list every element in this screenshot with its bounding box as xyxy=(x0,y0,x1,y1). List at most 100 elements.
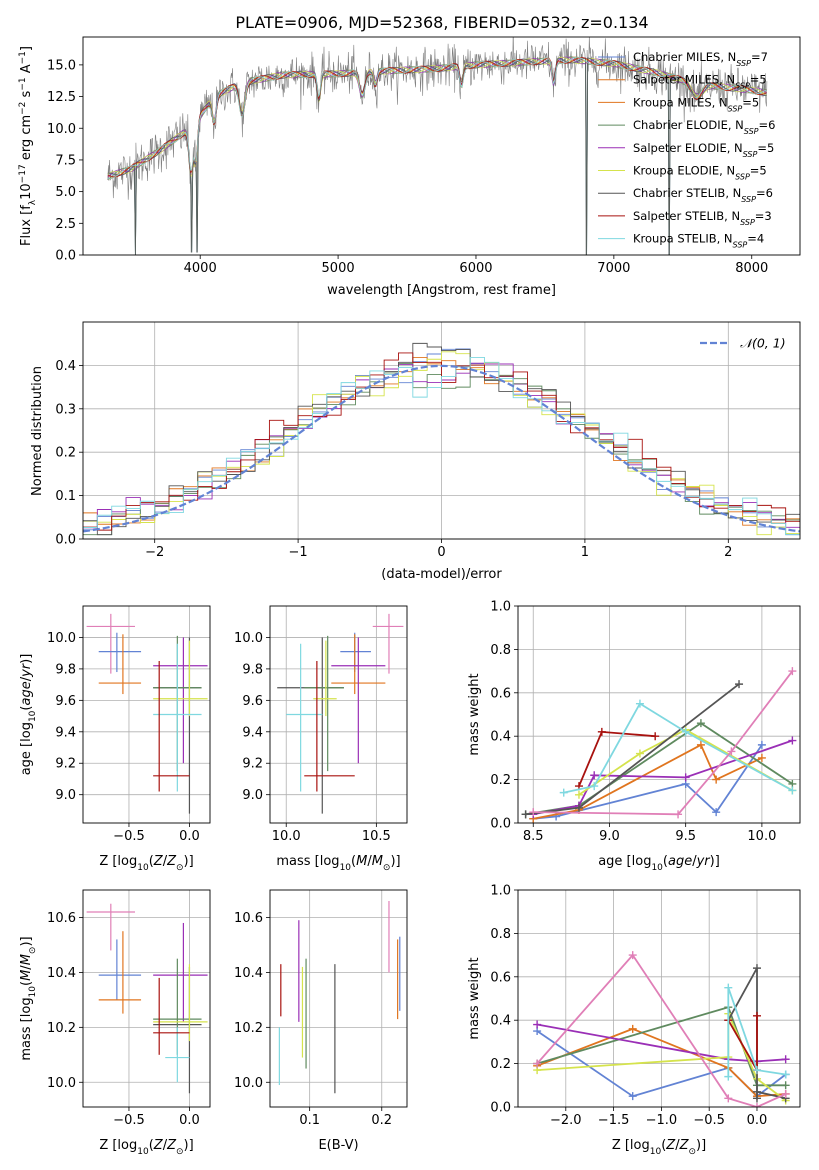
plot-area xyxy=(277,613,404,814)
weight-marker xyxy=(590,782,599,791)
model-line xyxy=(107,56,767,179)
weight-marker xyxy=(590,771,599,780)
plot-area xyxy=(533,951,790,1107)
y-tick-label: 9.8 xyxy=(55,662,76,677)
x-tick-label: 9.5 xyxy=(675,829,696,844)
y-tick-label: 10.0 xyxy=(47,1076,76,1091)
weight-line xyxy=(533,739,793,816)
x-axis-label: Z [log10(Z/Z⊙)] xyxy=(612,1138,706,1157)
y-axis-label: Flux [fλ10−17 erg cm−2 s−1 A−1] xyxy=(18,46,38,246)
y-tick-label: 0.8 xyxy=(490,643,511,658)
error-bar-point xyxy=(153,922,208,1022)
y-axis-label: mass weight xyxy=(467,957,482,1039)
weight-line xyxy=(578,728,793,796)
weight-marker xyxy=(752,1087,761,1096)
y-tick-label: 9.2 xyxy=(242,757,263,772)
y-tick-label: 0.0 xyxy=(490,817,511,832)
x-axis-label: Z [log10(Z/Z⊙)] xyxy=(99,1138,193,1157)
axes-frame xyxy=(269,889,408,1108)
legend-entry: Kroupa STELIB, NSSP=4 xyxy=(633,232,764,250)
weight-marker xyxy=(781,1055,790,1064)
weight-marker xyxy=(752,1103,761,1107)
axes-frame xyxy=(82,321,801,540)
weight-marker xyxy=(712,775,721,784)
legend-entry: Kroupa MILES, NSSP=5 xyxy=(633,95,759,113)
y-tick-label: 9.4 xyxy=(242,725,263,740)
error-bar-point xyxy=(153,661,190,792)
weight-marker xyxy=(788,786,797,795)
x-tick-label: 8000 xyxy=(735,261,768,276)
weight-line xyxy=(525,683,740,816)
weight-marker xyxy=(681,727,690,736)
y-tick-label: 10.0 xyxy=(47,631,76,646)
legend-entry: Kroupa ELODIE, NSSP=5 xyxy=(633,164,767,182)
x-tick-label: 0.2 xyxy=(371,1113,392,1128)
y-tick-label: 0.4 xyxy=(55,359,76,374)
y-tick-label: 0.4 xyxy=(490,1014,511,1029)
y-axis-label: mass [log10(M/M⊙)] xyxy=(19,936,38,1060)
plot-area xyxy=(107,37,768,255)
axes-age_vs_mass: 10.0 10.5 9.0 9.2 9.4 9.6 9.8 10.0 mass [log10(M… xyxy=(234,605,408,873)
weight-line xyxy=(533,670,794,816)
y-tick-label: 0.3 xyxy=(55,402,76,417)
x-tick-label: 0.0 xyxy=(179,829,200,844)
model-line xyxy=(107,57,767,178)
y-tick-label: 9.0 xyxy=(55,788,76,803)
normal-curve xyxy=(83,364,800,533)
error-bar-point xyxy=(98,634,142,695)
x-tick-label: 10.0 xyxy=(747,829,776,844)
axes-frame xyxy=(82,605,211,824)
plot-area xyxy=(83,342,800,536)
y-tick-label: 10.4 xyxy=(47,966,76,981)
x-tick-label: −1 xyxy=(289,545,308,560)
error-bar-point xyxy=(372,613,404,674)
x-tick-label: 0.0 xyxy=(747,1113,768,1128)
weight-marker xyxy=(788,667,797,676)
y-tick-label: 0.6 xyxy=(490,686,511,701)
legend-entry: Chabrier ELODIE, NSSP=6 xyxy=(633,118,775,136)
x-tick-label: 0.0 xyxy=(179,1113,200,1128)
axes-frame xyxy=(82,36,801,256)
error-bar-point xyxy=(153,977,190,1055)
axes-frame xyxy=(269,605,408,824)
figure-title: PLATE=0906, MJD=52368, FIBERID=0532, z=0… xyxy=(235,13,648,32)
axes-residuals: −2 −1 0 1 2 0.0 0.1 0.2 0.3 0.4 𝒩(0, 1) (data-model… xyxy=(30,321,801,582)
x-tick-label: 4000 xyxy=(184,261,217,276)
axes-age_vs_Z: −0.5 0.0 9.0 9.2 9.4 9.6 9.8 10.0 Z [log10(Z/Z⊙)… xyxy=(19,605,211,873)
y-tick-label: 10.2 xyxy=(47,1021,76,1036)
x-tick-label: 2 xyxy=(724,545,732,560)
weight-marker xyxy=(752,1066,761,1075)
axes-mass_vs_Z: −0.5 0.0 10.0 10.2 10.4 10.6 Z [log10(Z/Z⊙)] ma… xyxy=(19,889,211,1157)
error-bar-point xyxy=(153,640,208,717)
error-bar-point xyxy=(286,643,323,792)
error-bar-point xyxy=(98,931,142,1014)
legend-entry: Salpeter MILES, NSSP=5 xyxy=(633,73,767,91)
weight-marker xyxy=(681,773,690,782)
residual-legend: 𝒩(0, 1) xyxy=(700,336,786,351)
weight-marker xyxy=(788,736,797,745)
y-tick-label: 0.0 xyxy=(490,1101,511,1116)
weight-marker xyxy=(651,732,660,741)
weight-marker xyxy=(757,753,766,762)
x-tick-label: 9.0 xyxy=(599,829,620,844)
error-bar-point xyxy=(153,964,208,1042)
grid-lines xyxy=(270,890,407,1107)
weight-marker xyxy=(712,808,721,817)
x-tick-label: 5000 xyxy=(322,261,355,276)
x-tick-label: 6000 xyxy=(459,261,492,276)
x-tick-label: 0 xyxy=(437,545,445,560)
error-bar-point xyxy=(165,1027,190,1083)
plot-area xyxy=(86,903,208,1094)
y-tick-label: 9.8 xyxy=(242,662,263,677)
x-axis-label: mass [log10(M/M⊙)] xyxy=(276,854,400,873)
y-tick-label: 1.0 xyxy=(490,884,511,899)
y-tick-label: 10.4 xyxy=(234,966,263,981)
legend-entry: 𝒩(0, 1) xyxy=(740,336,786,351)
weight-marker xyxy=(529,808,538,817)
y-axis-label: age [log10(age/yr)] xyxy=(19,654,38,776)
y-tick-label: 0.4 xyxy=(490,730,511,745)
histogram-step xyxy=(83,357,800,536)
weight-marker xyxy=(696,740,705,749)
weight-marker xyxy=(781,1070,790,1079)
y-tick-label: 2.5 xyxy=(55,217,76,232)
